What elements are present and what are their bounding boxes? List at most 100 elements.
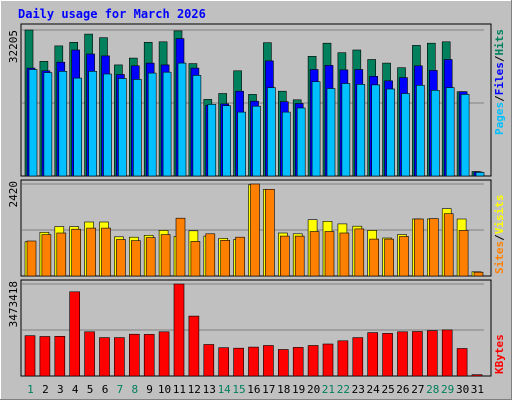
bar-kbytes-day-4 bbox=[69, 291, 80, 377]
x-tick-label-day-25: 25 bbox=[381, 383, 394, 396]
bar-kbytes-day-14 bbox=[218, 347, 229, 377]
bar-kbytes-day-18 bbox=[277, 349, 289, 377]
bar-sites-day-20 bbox=[309, 231, 320, 277]
bar-kbytes-day-9 bbox=[143, 334, 155, 377]
bar-kbytes-day-2 bbox=[39, 336, 51, 377]
x-tick-label-day-13: 13 bbox=[203, 383, 216, 396]
x-tick-label-day-3: 3 bbox=[57, 383, 64, 396]
bar-sites-day-10 bbox=[160, 234, 171, 277]
bars-layer bbox=[22, 29, 485, 377]
bar-pages-day-13 bbox=[207, 104, 217, 177]
bar-sites-day-7 bbox=[116, 239, 126, 277]
x-tick-label-day-22: 22 bbox=[337, 383, 350, 396]
bar-kbytes-day-31 bbox=[471, 374, 483, 377]
x-tick-label-day-6: 6 bbox=[102, 383, 109, 396]
bar-pages-day-6 bbox=[103, 73, 112, 177]
bar-kbytes-day-24 bbox=[367, 332, 379, 377]
bar-pages-day-14 bbox=[222, 105, 231, 177]
x-tick-label-day-5: 5 bbox=[87, 383, 94, 396]
bar-pages-day-27 bbox=[416, 85, 425, 177]
legend-pages: Pages bbox=[493, 102, 506, 135]
bar-kbytes-day-11 bbox=[173, 283, 185, 377]
bottom-panel-ymax-label: 3473418 bbox=[7, 281, 20, 327]
x-tick-label-day-26: 26 bbox=[396, 383, 409, 396]
bar-pages-day-18 bbox=[281, 111, 291, 177]
bar-pages-day-1 bbox=[28, 69, 38, 177]
bar-sites-day-2 bbox=[41, 234, 52, 277]
x-tick-label-day-18: 18 bbox=[277, 383, 290, 396]
bar-kbytes-day-21 bbox=[322, 343, 334, 377]
bar-pages-day-8 bbox=[133, 79, 142, 177]
x-axis-tick-labels: 1 2 3 4 5 6 7 8 9 10 11 12 13 14 15 16 17 18 19 20 21 22 23 24 2… bbox=[27, 383, 484, 396]
bar-kbytes-day-5 bbox=[84, 331, 95, 377]
bar-kbytes-day-26 bbox=[397, 331, 408, 377]
bar-kbytes-day-6 bbox=[99, 337, 110, 377]
bar-sites-day-22 bbox=[339, 232, 350, 277]
x-tick-label-day-1: 1 bbox=[27, 383, 34, 396]
bar-kbytes-day-27 bbox=[412, 331, 423, 377]
bar-pages-day-7 bbox=[118, 78, 127, 177]
bar-sites-day-11 bbox=[175, 217, 186, 277]
bar-pages-day-22 bbox=[341, 83, 351, 177]
bar-sites-day-5 bbox=[86, 227, 96, 277]
bar-kbytes-day-1 bbox=[24, 335, 36, 377]
bar-kbytes-day-23 bbox=[352, 337, 364, 377]
bar-pages-day-29 bbox=[445, 87, 455, 177]
bar-pages-day-21 bbox=[326, 88, 336, 177]
bar-pages-day-23 bbox=[356, 84, 366, 177]
x-tick-label-day-15: 15 bbox=[232, 383, 245, 396]
bar-sites-day-12 bbox=[190, 241, 201, 277]
bar-pages-day-12 bbox=[192, 75, 202, 177]
x-tick-label-day-2: 2 bbox=[42, 383, 49, 396]
x-tick-label-day-19: 19 bbox=[292, 383, 305, 396]
x-tick-label-day-28: 28 bbox=[426, 383, 439, 396]
bar-pages-day-3 bbox=[58, 71, 68, 177]
legend-visits: Visits bbox=[493, 195, 506, 235]
x-tick-label-day-21: 21 bbox=[322, 383, 335, 396]
x-tick-label-day-27: 27 bbox=[411, 383, 424, 396]
x-tick-label-day-29: 29 bbox=[441, 383, 454, 396]
bar-kbytes-day-28 bbox=[426, 330, 438, 377]
x-tick-label-day-20: 20 bbox=[307, 383, 320, 396]
x-tick-label-day-4: 4 bbox=[72, 383, 79, 396]
bar-sites-day-23 bbox=[354, 228, 365, 277]
bar-pages-day-11 bbox=[177, 62, 187, 177]
bar-sites-day-15 bbox=[235, 236, 245, 277]
bar-pages-day-28 bbox=[430, 90, 440, 177]
bar-kbytes-day-25 bbox=[382, 333, 393, 377]
bar-kbytes-day-13 bbox=[203, 344, 215, 377]
bar-kbytes-day-17 bbox=[263, 345, 274, 377]
bar-kbytes-day-7 bbox=[114, 337, 125, 377]
bar-sites-day-16 bbox=[250, 183, 260, 277]
middle-panel-legend: Sites/Visits bbox=[493, 195, 506, 275]
x-tick-label-day-7: 7 bbox=[117, 383, 124, 396]
x-tick-label-day-12: 12 bbox=[188, 383, 201, 396]
legend-separator-3: / bbox=[493, 234, 506, 241]
top-panel-ymax-label: 32205 bbox=[7, 30, 20, 63]
legend-sites: Sites bbox=[493, 241, 506, 274]
legend-separator-2: / bbox=[493, 55, 506, 62]
bar-kbytes-day-3 bbox=[54, 335, 66, 377]
bar-kbytes-day-30 bbox=[456, 348, 468, 377]
bar-sites-day-29 bbox=[443, 213, 454, 277]
x-tick-label-day-16: 16 bbox=[247, 383, 260, 396]
bar-sites-day-19 bbox=[294, 235, 305, 277]
bar-pages-day-5 bbox=[88, 71, 97, 177]
bar-kbytes-day-12 bbox=[188, 315, 200, 377]
bar-pages-day-16 bbox=[252, 105, 261, 177]
bar-sites-day-13 bbox=[205, 233, 216, 277]
bar-pages-day-4 bbox=[73, 77, 82, 177]
bar-pages-day-30 bbox=[460, 94, 470, 177]
x-tick-label-day-31: 31 bbox=[471, 383, 484, 396]
legend-files: Files bbox=[493, 62, 506, 95]
x-tick-label-day-24: 24 bbox=[366, 383, 380, 396]
bar-kbytes-day-29 bbox=[441, 329, 453, 377]
bar-pages-day-31 bbox=[475, 172, 485, 177]
legend-hits: Hits bbox=[493, 29, 506, 56]
bar-sites-day-4 bbox=[71, 228, 81, 277]
legend-separator-1: / bbox=[493, 95, 506, 102]
x-tick-label-day-17: 17 bbox=[262, 383, 275, 396]
bar-kbytes-day-8 bbox=[129, 333, 140, 377]
bar-pages-day-24 bbox=[371, 84, 381, 177]
